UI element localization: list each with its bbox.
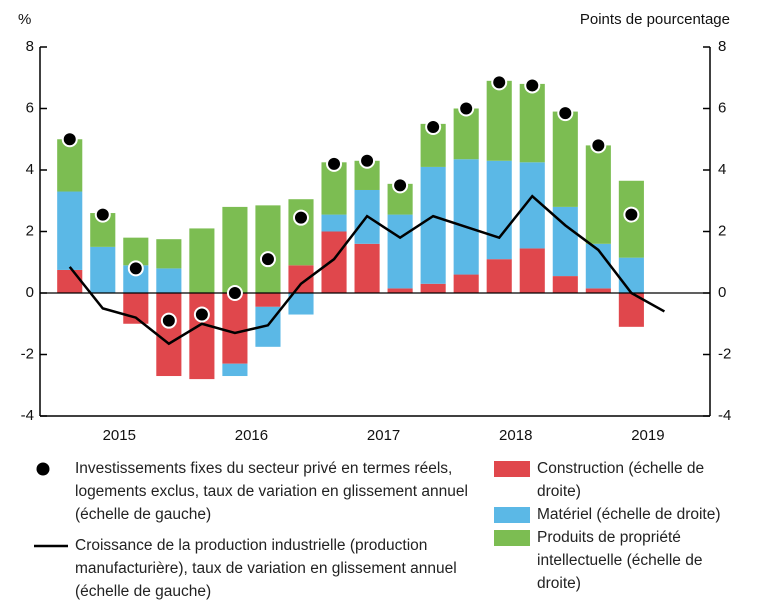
y2-tick-label: 4 (718, 161, 726, 178)
bar (288, 293, 314, 315)
legend-symbol (494, 530, 530, 546)
y-tick-label: 8 (26, 38, 34, 55)
y-axis-label: % (18, 11, 31, 28)
bar (618, 257, 644, 293)
bar (453, 108, 479, 160)
bar (420, 166, 446, 284)
bar (57, 191, 83, 270)
bar (585, 145, 611, 244)
x-tick-label: 2017 (367, 427, 400, 444)
bar (222, 363, 248, 377)
dot (193, 306, 210, 323)
bar (189, 228, 215, 293)
x-tick-label: 2019 (631, 427, 664, 444)
x-tick-label: 2015 (103, 427, 136, 444)
dot (623, 206, 640, 223)
y2-tick-label: 2 (718, 222, 726, 239)
dot (292, 209, 309, 226)
bar (420, 283, 446, 293)
bar (156, 239, 182, 269)
y-tick-label: -2 (21, 345, 34, 362)
dot (226, 285, 243, 301)
legend-symbol (494, 507, 530, 523)
legend-swatch (494, 461, 530, 477)
bar (57, 139, 83, 192)
bar (486, 160, 512, 260)
y2-tick-label: -2 (718, 345, 731, 362)
legend-dot (36, 462, 50, 476)
legend-swatch (494, 507, 530, 523)
dot (61, 131, 78, 148)
bar (156, 268, 182, 293)
bar (453, 159, 479, 275)
dot (259, 251, 276, 268)
bar (486, 80, 512, 161)
bar (552, 276, 578, 293)
legend-label: Construction (échelle de droite) (537, 460, 705, 500)
dot (94, 206, 111, 223)
y-tick-label: 0 (26, 284, 34, 301)
bar (453, 274, 479, 293)
y-tick-label: 4 (26, 161, 34, 178)
dot (524, 77, 541, 94)
y2-axis-label: Points de pourcentage (580, 11, 730, 28)
bar (222, 206, 248, 293)
bar (57, 269, 83, 293)
dot (127, 260, 144, 277)
legend-swatch (494, 530, 530, 546)
dot (392, 177, 409, 194)
dot (590, 137, 607, 154)
y2-tick-label: 6 (718, 99, 726, 116)
bar (222, 293, 248, 364)
legend-label: Croissance de la production industrielle… (75, 537, 457, 600)
legend-label: Produits de propriété intellectuelle (éc… (537, 529, 703, 592)
dot (359, 152, 376, 169)
y2-tick-label: 0 (718, 284, 726, 301)
y2-tick-label: -4 (718, 407, 731, 424)
bar (288, 265, 314, 293)
dot (160, 312, 177, 329)
legend-symbol (494, 461, 530, 477)
bar (321, 214, 347, 232)
bar (387, 214, 413, 289)
bar (255, 205, 281, 293)
legend-label: Matériel (échelle de droite) (537, 506, 721, 523)
dot (491, 74, 508, 91)
dot (557, 105, 574, 122)
bar (189, 293, 215, 380)
bar (354, 243, 380, 293)
dot (425, 118, 442, 135)
bar (552, 111, 578, 207)
dot (458, 100, 475, 117)
bar (585, 288, 611, 293)
y2-tick-label: 8 (718, 38, 726, 55)
line (68, 194, 666, 346)
chart: % Points de pourcentage -4 -2 0 2 4 6 8 -4 -2 0 2 4… (18, 11, 731, 444)
bar (519, 83, 545, 163)
bar (288, 199, 314, 266)
y-tick-label: 6 (26, 99, 34, 116)
y-tick-label: -4 (21, 407, 34, 424)
legend-label: Investissements fixes du secteur privé e… (75, 460, 468, 523)
bar (519, 248, 545, 293)
bar (255, 293, 281, 307)
y-tick-label: 2 (26, 222, 34, 239)
bar (387, 288, 413, 293)
x-tick-label: 2016 (235, 427, 268, 444)
bar (156, 293, 182, 377)
x-tick-label: 2018 (499, 427, 532, 444)
bar (321, 231, 347, 293)
bar (90, 246, 116, 293)
dot (326, 155, 343, 172)
bar (486, 259, 512, 293)
legend-symbol (36, 462, 50, 476)
legend-symbol (34, 544, 68, 548)
